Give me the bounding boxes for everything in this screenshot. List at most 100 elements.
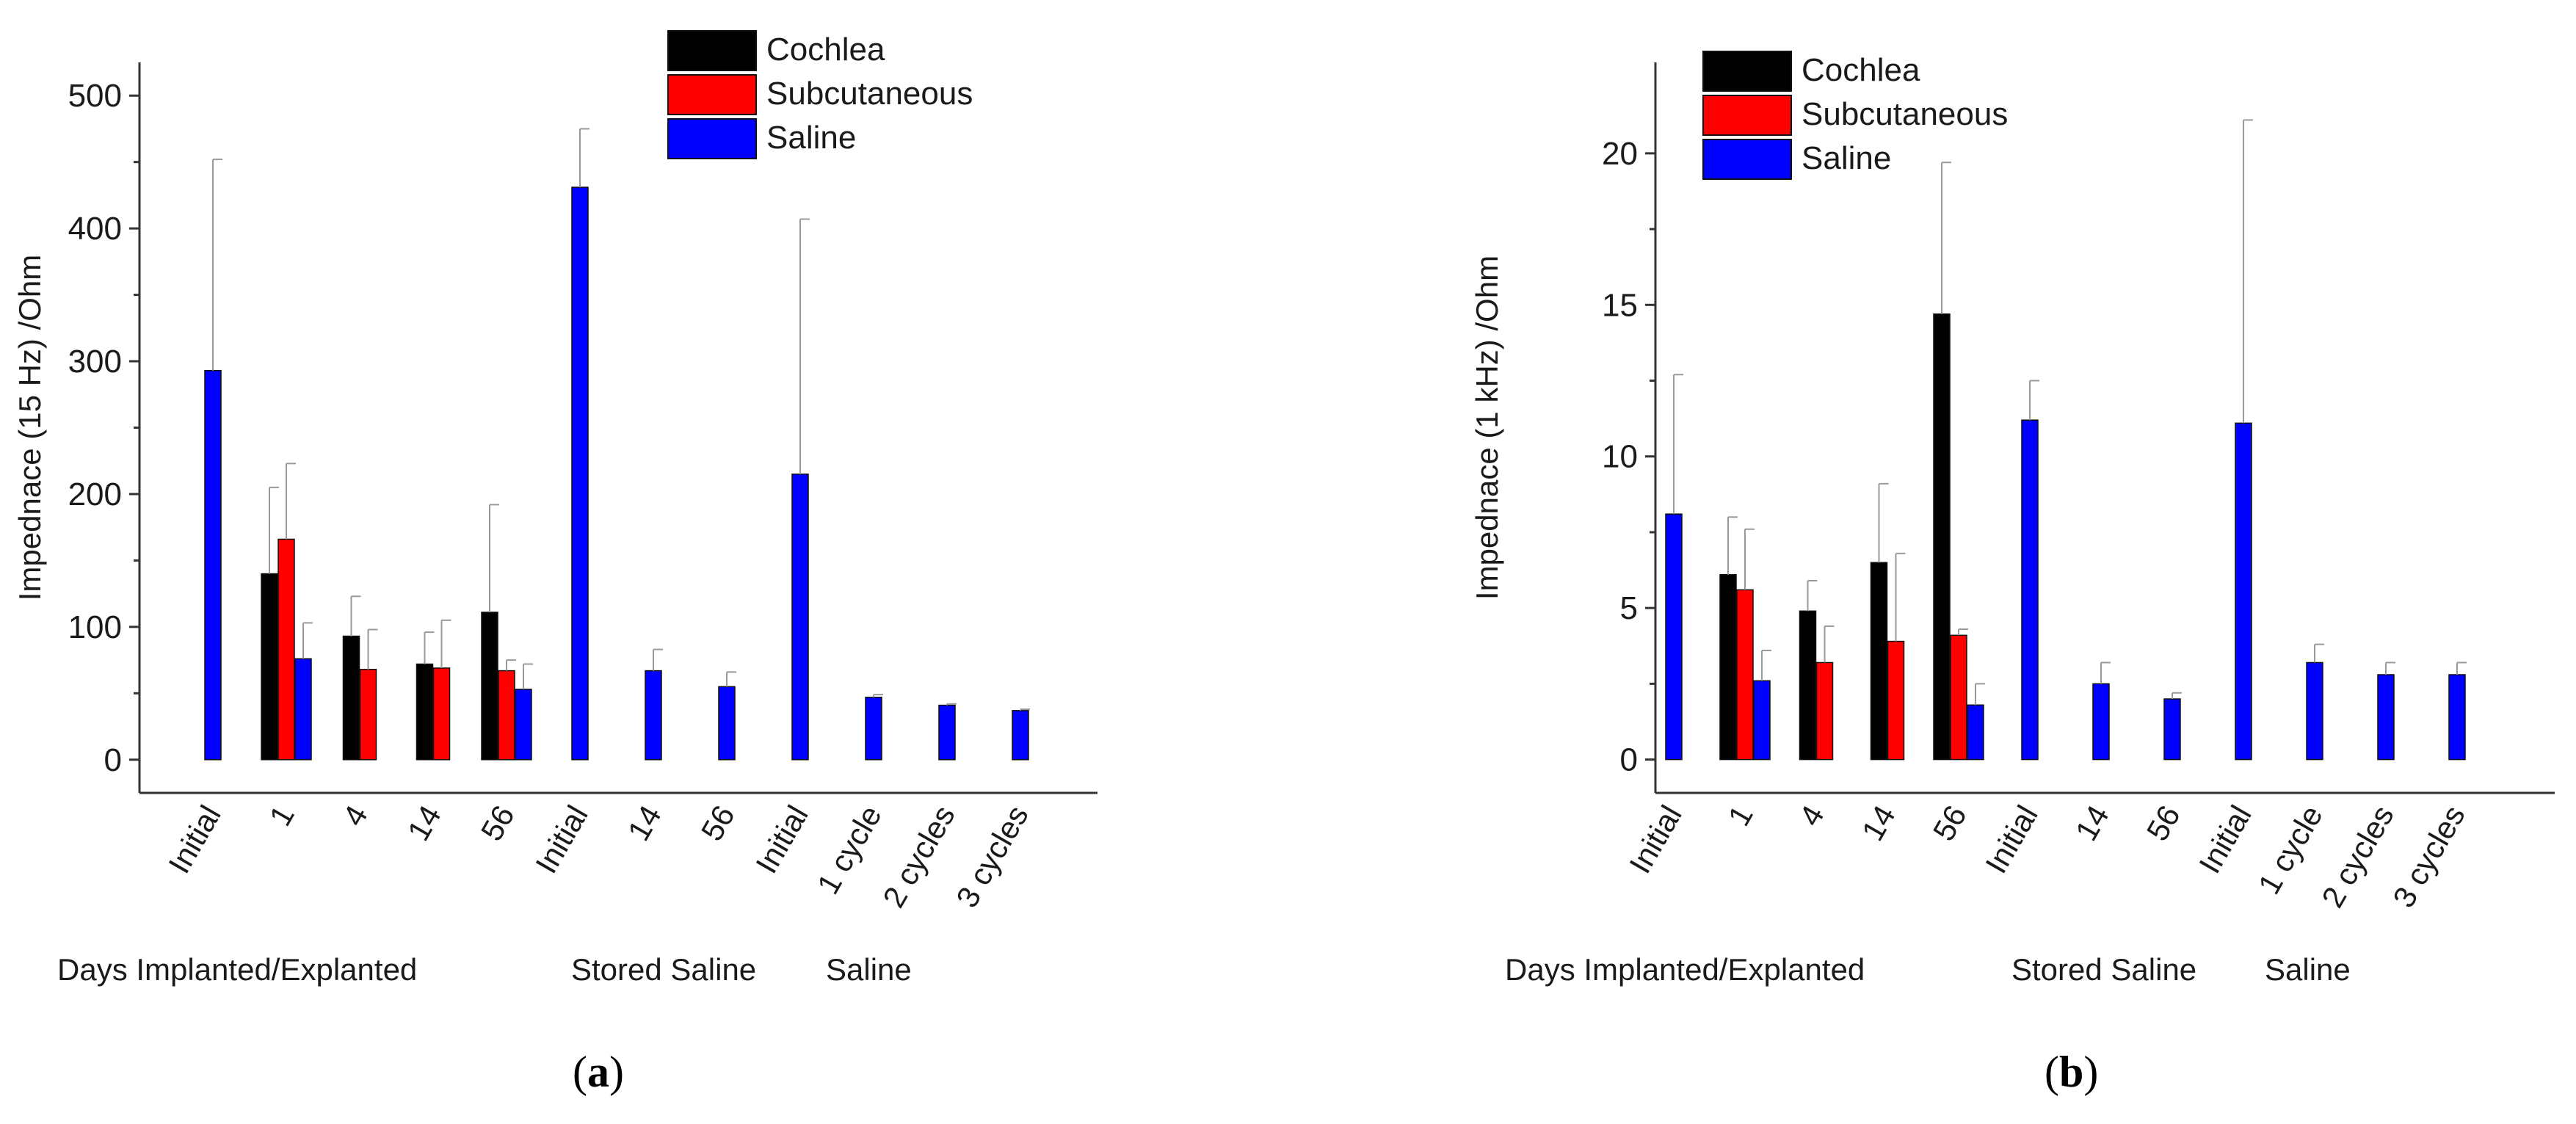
panel-caption: (b): [2045, 1048, 2098, 1096]
x-tick-label: 4: [1792, 800, 1830, 832]
y-tick-label: 300: [68, 344, 122, 380]
y-axis-label: Impednace (15 Hz) /Ohm: [12, 255, 47, 601]
bar-saline-b-1: [1753, 680, 1771, 761]
bar-saline-b-9: [2306, 661, 2323, 761]
x-tick-label: Initial: [529, 800, 595, 879]
legend-swatch-cochlea: [1702, 51, 1792, 92]
x-tick-label: 1 cycle: [810, 800, 888, 900]
bar-saline-a-5: [571, 186, 589, 761]
bar-cochlea-b-4: [1933, 313, 1951, 761]
bar-subcutaneous-a-2: [359, 669, 377, 761]
caption-letter: a: [587, 1048, 609, 1096]
bar-saline-b-7: [2163, 698, 2181, 761]
bar-subcutaneous-b-3: [1887, 640, 1905, 761]
legend-swatch-saline: [667, 118, 757, 159]
y-tick-label: 5: [1620, 590, 1638, 626]
legend-label: Cochlea: [766, 32, 885, 68]
legend-swatch-subcutaneous: [1702, 95, 1792, 136]
x-tick-label: 4: [335, 800, 374, 832]
x-tick-label: Initial: [1622, 800, 1688, 879]
bar-saline-b-11: [2448, 674, 2466, 761]
bar-cochlea-a-3: [416, 663, 434, 761]
bar-cochlea-b-2: [1799, 610, 1817, 761]
bar-saline-b-6: [2092, 683, 2110, 761]
bar-saline-a-0: [204, 369, 222, 761]
legend-label: Subcutaneous: [766, 76, 973, 112]
group-label: Saline: [826, 952, 912, 987]
x-tick-label: Initial: [749, 800, 815, 879]
x-tick-label: 1 cycle: [2252, 800, 2329, 900]
x-tick-label: 14: [2069, 800, 2116, 846]
bar-saline-a-7: [718, 686, 736, 761]
bar-subcutaneous-a-3: [432, 667, 451, 761]
bar-cochlea-a-4: [481, 612, 498, 761]
group-label: Days Implanted/Explanted: [1505, 952, 1865, 987]
group-label: Stored Saline: [571, 952, 756, 987]
y-tick-label: 15: [1602, 287, 1638, 323]
bar-saline-a-6: [645, 670, 662, 761]
y-tick-label: 400: [68, 211, 122, 247]
chart-panel-a: 0 100 200 300 400 500 Impednace (15 Hz) /Ohm In…: [12, 30, 1097, 1096]
x-tick-label: 14: [621, 800, 668, 846]
x-tick-label: 1: [262, 800, 300, 832]
x-tick-label: Initial: [162, 800, 228, 879]
caption-letter: b: [2059, 1048, 2083, 1096]
bar-saline-b-0: [1665, 513, 1683, 761]
y-tick-label: 200: [68, 476, 122, 512]
y-tick-label: 500: [68, 78, 122, 114]
x-tick-label: 56: [2140, 800, 2187, 846]
bar-saline-b-10: [2377, 674, 2395, 761]
x-tick-label: 1: [1721, 800, 1759, 832]
x-tick-label: 3 cycles: [949, 800, 1035, 913]
bar-saline-a-11: [1012, 710, 1029, 761]
caption-paren-open: (: [573, 1048, 587, 1096]
bar-saline-a-8: [791, 474, 809, 761]
x-tick-label: 56: [474, 800, 521, 846]
x-tick-label: 14: [1855, 800, 1902, 846]
legend-label: Saline: [766, 120, 856, 156]
caption-paren-close: ): [609, 1048, 624, 1096]
y-tick-label: 0: [1620, 742, 1638, 778]
x-tick-label: Initial: [1978, 800, 2045, 879]
x-tick-label: 56: [1926, 800, 1973, 846]
legend-swatch-subcutaneous: [667, 74, 757, 115]
legend-label: Cochlea: [1802, 52, 1920, 88]
y-tick-label: 20: [1602, 136, 1638, 172]
legend-swatch-saline: [1702, 139, 1792, 180]
bar-subcutaneous-b-4: [1950, 634, 1967, 761]
bar-cochlea-a-1: [261, 573, 278, 761]
bar-saline-b-4: [1967, 704, 1984, 761]
bar-saline-b-8: [2235, 422, 2252, 761]
x-tick-label: 14: [401, 800, 448, 846]
legend: Cochlea Subcutaneous Saline: [1702, 51, 2008, 180]
bar-subcutaneous-b-2: [1815, 661, 1834, 761]
panel-caption: (a): [573, 1048, 624, 1096]
legend-swatch-cochlea: [667, 30, 757, 71]
bar-cochlea-a-2: [342, 635, 360, 761]
legend: Cochlea Subcutaneous Saline: [667, 30, 973, 159]
caption-paren-close: ): [2083, 1048, 2098, 1096]
bar-subcutaneous-b-1: [1736, 589, 1754, 761]
x-tick-label: Initial: [2192, 800, 2258, 879]
bar-cochlea-b-3: [1870, 562, 1888, 761]
group-label: Days Implanted/Explanted: [57, 952, 417, 987]
bar-saline-a-9: [865, 696, 882, 761]
bar-cochlea-b-1: [1719, 573, 1737, 761]
y-axis-label: Impednace (1 kHz) /Ohm: [1470, 255, 1504, 600]
bar-subcutaneous-a-1: [277, 538, 295, 761]
group-label: Saline: [2265, 952, 2351, 987]
bar-subcutaneous-a-4: [498, 670, 515, 761]
bar-saline-a-1: [294, 658, 312, 761]
caption-paren-open: (: [2045, 1048, 2059, 1096]
y-tick-label: 10: [1602, 439, 1638, 475]
legend-label: Saline: [1802, 140, 1891, 176]
y-tick-label: 100: [68, 609, 122, 645]
group-label: Stored Saline: [2011, 952, 2196, 987]
bar-saline-a-4: [515, 689, 532, 761]
bar-saline-a-10: [938, 704, 956, 761]
bar-saline-b-5: [2021, 419, 2039, 761]
y-tick-label: 0: [104, 742, 122, 778]
legend-label: Subcutaneous: [1802, 96, 2008, 132]
